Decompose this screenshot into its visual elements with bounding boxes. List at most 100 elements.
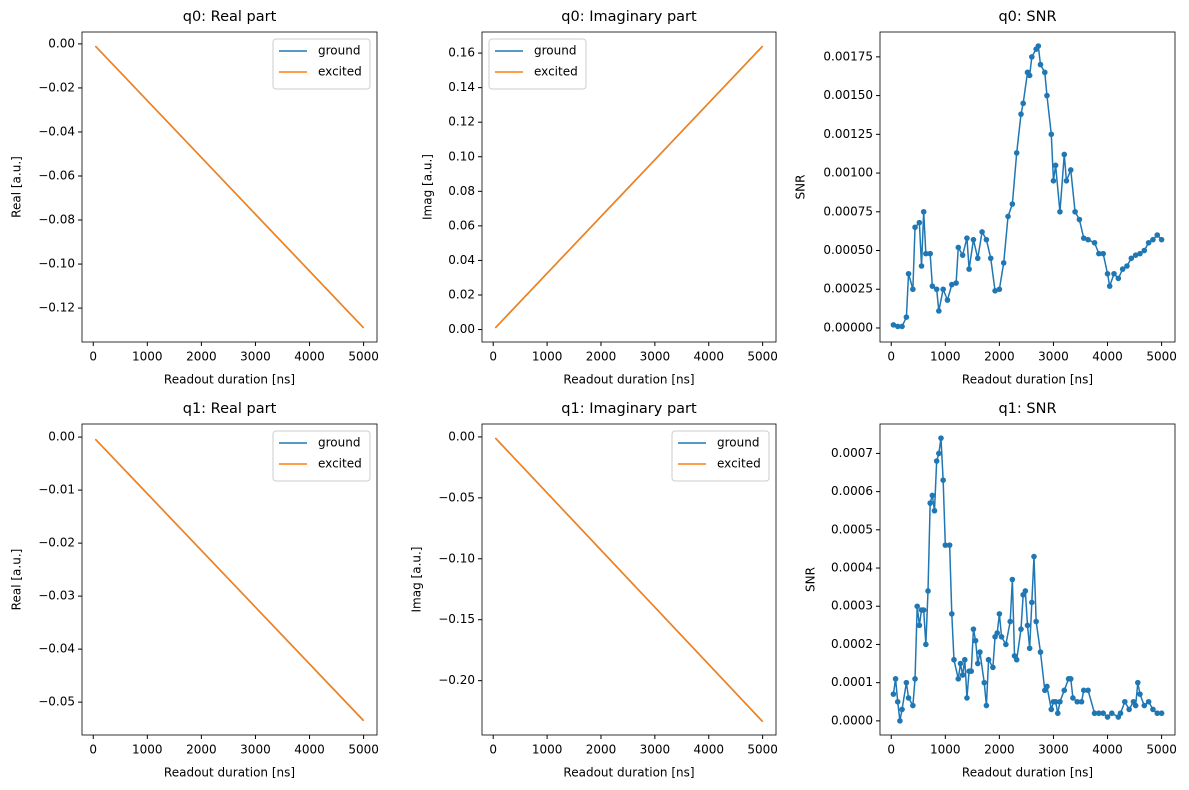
y-axis-label: Real [a.u.] [10, 549, 24, 611]
x-tick-label: 5000 [1146, 350, 1177, 364]
x-tick-label: 2000 [186, 743, 217, 757]
subplot: q0: Imaginary part Readout duration [ns] I… [421, 9, 778, 387]
y-tick-label: 0.10 [448, 149, 475, 163]
data-point [1158, 236, 1165, 243]
data-point [994, 630, 1001, 636]
data-point [1035, 43, 1042, 49]
data-point [1106, 283, 1113, 289]
y-tick-label: 0.0004 [831, 561, 873, 575]
y-tick-label: 0.00150 [823, 88, 873, 102]
data-point [1052, 698, 1059, 705]
data-point [1026, 645, 1033, 652]
y-tick-label: 0.00100 [823, 166, 873, 180]
data-point [1145, 698, 1152, 705]
x-tick-label: 0 [89, 743, 97, 757]
data-point [910, 702, 916, 709]
y-tick-label: −0.20 [438, 673, 475, 687]
data-point [1074, 698, 1081, 705]
x-tick-label: 5000 [747, 350, 778, 364]
x-tick-label: 1000 [132, 350, 163, 364]
y-tick-label: 0.0007 [831, 446, 873, 460]
data-point [899, 323, 905, 330]
x-tick-label: 4000 [1092, 350, 1123, 364]
y-tick-label: −0.05 [38, 695, 75, 709]
data-point [959, 672, 966, 678]
data-point [933, 458, 940, 464]
x-axis-label: Readout duration [ns] [962, 373, 1093, 387]
subplot-title: q0: Imaginary part [561, 9, 697, 25]
y-tick-label: 0.0005 [831, 522, 873, 536]
legend-label: ground [318, 44, 360, 58]
y-tick-label: 0.00175 [823, 49, 873, 63]
data-point [1080, 687, 1087, 694]
data-point [1124, 263, 1130, 269]
x-tick-label: 2000 [984, 350, 1015, 364]
data-point [920, 607, 927, 613]
subplot-title: q0: Real part [183, 9, 277, 25]
data-point [899, 706, 905, 713]
subplot: q0: Real part Readout duration [ns] Real [… [10, 9, 379, 387]
data-point [918, 263, 925, 269]
x-tick-label: 4000 [693, 350, 724, 364]
data-point [929, 283, 936, 289]
y-tick-label: 0.14 [448, 80, 475, 94]
data-point [1067, 167, 1074, 173]
y-tick-label: 0.00 [448, 429, 475, 443]
data-point [990, 664, 996, 671]
data-point [985, 656, 992, 663]
x-tick-label: 2000 [186, 350, 217, 364]
x-tick-label: 4000 [294, 350, 325, 364]
subplot: q0: SNR Readout duration [ns] SNR 0 1000 2000… [794, 9, 1177, 387]
y-tick-label: 0.00000 [823, 320, 873, 334]
y-tick-label: 0.00025 [823, 282, 873, 296]
x-tick-label: 3000 [240, 350, 271, 364]
x-axis-label: Readout duration [ns] [164, 766, 295, 780]
data-point [936, 308, 942, 314]
x-axis-label: Readout duration [ns] [164, 373, 295, 387]
x-tick-label: 0 [489, 350, 497, 364]
data-point [1154, 710, 1161, 717]
data-point [964, 235, 970, 241]
subplot: q1: SNR Readout duration [ns] SNR 0 1000 2000… [804, 401, 1177, 780]
data-point [894, 323, 901, 330]
x-tick-label: 2000 [984, 743, 1015, 757]
data-point [949, 611, 955, 617]
data-point [1135, 679, 1141, 686]
data-point [1080, 235, 1087, 241]
y-tick-label: −0.02 [38, 536, 75, 550]
data-point [1096, 250, 1102, 257]
data-point [992, 287, 998, 294]
data-point [1044, 683, 1050, 690]
legend-label: excited [534, 65, 578, 79]
data-point [1052, 162, 1059, 169]
data-point [1126, 706, 1132, 713]
data-point [1031, 553, 1037, 560]
data-point [996, 286, 1003, 293]
data-point [1122, 698, 1128, 705]
axes-frame [481, 423, 777, 736]
data-point [916, 219, 923, 226]
data-point [944, 297, 951, 303]
data-point [1070, 695, 1076, 701]
series-line [494, 45, 764, 329]
legend-label: ground [717, 436, 759, 450]
data-point [933, 286, 940, 293]
data-point [903, 314, 910, 320]
y-tick-label: 0.0002 [831, 637, 873, 651]
y-tick-label: −0.04 [38, 124, 75, 138]
data-point [1072, 208, 1078, 215]
data-point [1085, 687, 1091, 694]
x-tick-label: 3000 [640, 350, 671, 364]
y-tick-label: 0.00125 [823, 127, 873, 141]
data-point [1009, 576, 1016, 583]
y-axis-label: SNR [804, 567, 818, 592]
y-tick-label: −0.04 [38, 642, 75, 656]
data-point [1057, 208, 1063, 215]
y-tick-label: 0.02 [448, 287, 475, 301]
y-tick-label: −0.08 [38, 213, 75, 227]
x-tick-label: 5000 [747, 743, 778, 757]
x-tick-label: 5000 [348, 743, 379, 757]
data-point [996, 611, 1003, 617]
x-tick-label: 3000 [640, 743, 671, 757]
x-tick-label: 3000 [1038, 350, 1069, 364]
